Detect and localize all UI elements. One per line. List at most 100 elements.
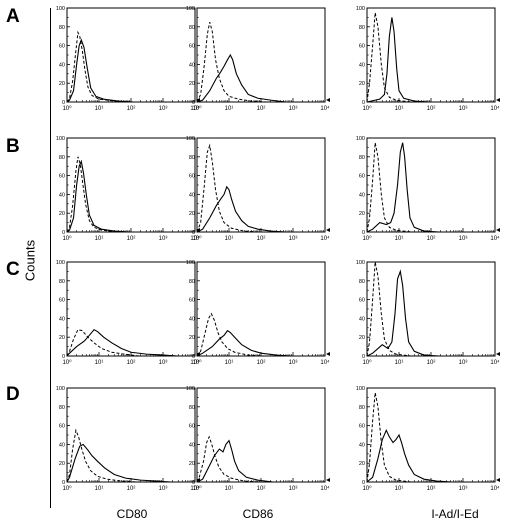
- panel-b-i-ad-i-ed-ytick-label: 20: [359, 211, 365, 217]
- panel-c-i-ad-i-ed-frame: [366, 261, 496, 357]
- panel-d-i-ad-i-ed-xtick-label: 10¹: [395, 486, 404, 492]
- panel-b-cd86-xtick-label: 10⁴: [320, 235, 330, 242]
- panel-b-i-ad-i-ed-control-histogram: [366, 142, 412, 233]
- panel-b-cd80-control-histogram: [66, 156, 117, 233]
- panel-b-cd86-axis-marker: [326, 228, 330, 232]
- panel-c-i-ad-i-ed-xtick-label: 10⁰: [362, 359, 372, 366]
- panel-a-cd80-xtick-label: 10⁴: [190, 105, 200, 112]
- panel-d-cd80-xtick-label: 10³: [159, 486, 168, 492]
- panel-c-cd86: 0 20 40 60 80 100 10⁰ 10¹ 10² 10³ 10⁴: [186, 260, 330, 366]
- panel-a-i-ad-i-ed-ytick-label: 40: [359, 62, 365, 68]
- panel-c-i-ad-i-ed: 0 20 40 60 80 100 10⁰ 10¹ 10² 10³ 10⁴: [356, 260, 500, 366]
- panel-c-i-ad-i-ed-ytick-label: 100: [356, 260, 365, 266]
- panel-b-i-ad-i-ed-frame: [366, 137, 496, 233]
- panel-c-cd80-ytick-label: 60: [59, 298, 65, 304]
- panel-b-cd86: 0 20 40 60 80 100 10⁰ 10¹ 10² 10³ 10⁴: [186, 136, 330, 242]
- panel-b-cd86-control-histogram: [196, 143, 260, 233]
- panel-b-cd80-ytick-label: 80: [59, 155, 65, 161]
- panel-c-cd80-xtick-label: 10¹: [95, 360, 104, 366]
- panel-d-i-ad-i-ed-xtick-label: 10⁰: [362, 485, 372, 492]
- panel-a-cd80-ytick-label: 40: [59, 62, 65, 68]
- panel-c-cd80-ytick-label: 20: [59, 335, 65, 341]
- panel-d-cd80-ytick-label: 100: [56, 386, 65, 392]
- panel-a-i-ad-i-ed-sample-histogram: [366, 17, 430, 103]
- row-label-d: D: [6, 384, 20, 405]
- panel-d-cd80-xtick-label: 10⁰: [62, 485, 72, 492]
- panel-a-cd86-ytick-label: 0: [192, 100, 195, 106]
- panel-d-cd80-ytick-label: 80: [59, 405, 65, 411]
- panel-c-cd86-ytick-label: 0: [192, 354, 195, 360]
- panel-d-cd80-ytick-label: 40: [59, 442, 65, 448]
- panel-a-i-ad-i-ed-control-histogram: [366, 12, 412, 103]
- panel-b-cd80-xtick-label: 10²: [127, 236, 136, 242]
- panel-a-i-ad-i-ed-xtick-label: 10¹: [395, 106, 404, 112]
- panel-a-cd86-control-histogram: [196, 21, 267, 103]
- panel-c-cd86-sample-histogram: [196, 329, 292, 357]
- panel-b-i-ad-i-ed-xtick-label: 10²: [427, 236, 436, 242]
- panel-a-i-ad-i-ed-ytick-label: 20: [359, 81, 365, 87]
- panel-d-cd86-xtick-label: 10³: [289, 486, 298, 492]
- panel-d-i-ad-i-ed-ytick-label: 0: [362, 480, 365, 486]
- panel-a-cd86-xtick-label: 10⁴: [320, 105, 330, 112]
- column-label-cd86: CD86: [242, 507, 274, 521]
- panel-a-cd86: 0 20 40 60 80 100 10⁰ 10¹ 10² 10³ 10⁴: [186, 6, 330, 112]
- panel-d-i-ad-i-ed-ytick-label: 40: [359, 442, 365, 448]
- panel-c-cd80-ytick-label: 80: [59, 279, 65, 285]
- panel-a-cd86-xtick-label: 10³: [289, 106, 298, 112]
- panel-c-cd86-ytick-label: 100: [186, 260, 195, 266]
- panel-d-cd86-ytick-label: 0: [192, 480, 195, 486]
- panel-a-i-ad-i-ed-ytick-label: 80: [359, 25, 365, 31]
- panel-c-i-ad-i-ed-xtick-label: 10¹: [395, 360, 404, 366]
- panel-d-cd86-ytick-label: 80: [189, 405, 195, 411]
- panel-b-i-ad-i-ed-xtick-label: 10¹: [395, 236, 404, 242]
- panel-a-cd86-xtick-label: 10²: [257, 106, 266, 112]
- panel-b-i-ad-i-ed-axis-marker: [496, 228, 500, 232]
- panel-c-cd80-ytick-label: 100: [56, 260, 65, 266]
- panel-a-cd80: 0 20 40 60 80 100 10⁰ 10¹ 10² 10³ 10⁴: [56, 6, 200, 112]
- panel-c-i-ad-i-ed-xtick-label: 10²: [427, 360, 436, 366]
- panel-d-cd86-ytick-label: 60: [189, 424, 195, 430]
- panel-b-cd80-ytick-label: 0: [62, 230, 65, 236]
- panel-d-cd86-ytick-label: 100: [186, 386, 195, 392]
- panel-a-cd80-ytick-label: 60: [59, 44, 65, 50]
- panel-c-i-ad-i-ed-ytick-label: 40: [359, 316, 365, 322]
- panel-d-cd86-axis-marker: [326, 478, 330, 482]
- panel-b-cd86-ytick-label: 40: [189, 192, 195, 198]
- panel-a-cd86-xtick-label: 10⁰: [192, 105, 202, 112]
- panel-b-i-ad-i-ed-ytick-label: 80: [359, 155, 365, 161]
- panel-c-i-ad-i-ed-control-histogram: [366, 261, 412, 357]
- panel-b-i-ad-i-ed-sample-histogram: [366, 142, 440, 233]
- panel-c-cd86-ytick-label: 60: [189, 298, 195, 304]
- column-label-mhc-ii: I-Ad/I-Ed: [431, 507, 479, 521]
- panel-d-i-ad-i-ed-ytick-label: 60: [359, 424, 365, 430]
- panel-d-cd80-ytick-label: 0: [62, 480, 65, 486]
- panel-d-cd86-xtick-label: 10⁰: [192, 485, 202, 492]
- panel-c-cd80-ytick-label: 0: [62, 354, 65, 360]
- panel-d-i-ad-i-ed-sample-histogram: [366, 428, 452, 483]
- panel-b-cd86-frame: [196, 137, 326, 233]
- panel-c-cd80-xtick-label: 10⁰: [62, 359, 72, 366]
- panel-c-i-ad-i-ed-sample-histogram: [366, 269, 440, 357]
- panel-a-i-ad-i-ed-frame: [366, 7, 496, 103]
- panel-c-cd80-xtick-label: 10⁴: [190, 359, 200, 366]
- panel-a-i-ad-i-ed-ytick-label: 100: [356, 6, 365, 12]
- panel-b-cd80-ytick-label: 20: [59, 211, 65, 217]
- panel-a-cd80-ytick-label: 100: [56, 6, 65, 12]
- counts-axis-line: [50, 8, 51, 508]
- panel-a-cd80-xtick-label: 10¹: [95, 106, 104, 112]
- panel-c-cd80-sample-histogram: [66, 328, 179, 357]
- panel-a-cd80-frame: [66, 7, 196, 103]
- panel-c-cd86-ytick-label: 40: [189, 316, 195, 322]
- panel-a-cd86-ytick-label: 100: [186, 6, 195, 12]
- panel-d-cd80-xtick-label: 10²: [127, 486, 136, 492]
- panel-b-cd86-sample-histogram: [196, 185, 286, 233]
- panel-b-cd80-xtick-label: 10¹: [95, 236, 104, 242]
- panel-b-cd80: 0 20 40 60 80 100 10⁰ 10¹ 10² 10³ 10⁴: [56, 136, 200, 242]
- row-label-c: C: [6, 259, 20, 280]
- panel-b-cd80-xtick-label: 10⁰: [62, 235, 72, 242]
- panel-a-cd80-ytick-label: 20: [59, 81, 65, 87]
- panel-b-cd86-ytick-label: 80: [189, 155, 195, 161]
- panel-d-cd80-control-histogram: [66, 428, 137, 483]
- panel-a-cd86-ytick-label: 60: [189, 44, 195, 50]
